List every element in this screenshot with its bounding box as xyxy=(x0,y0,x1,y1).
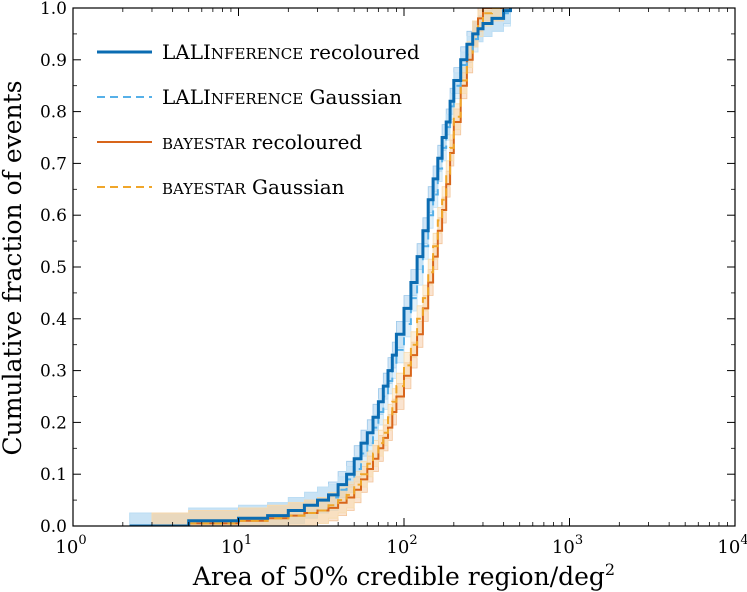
legend: LALINFERENCE recoloured LALINFERENCE Gaus… xyxy=(97,40,420,199)
y-tick-label: 0.4 xyxy=(40,310,67,330)
x-tick-label: 101 xyxy=(221,533,252,558)
x-tick-label: 103 xyxy=(552,533,583,558)
x-tick-label: 100 xyxy=(55,533,86,558)
x-tick-label: 104 xyxy=(717,533,747,558)
legend-label: BAYESTAR Gaussian xyxy=(162,175,345,199)
y-tick-label: 1.0 xyxy=(40,0,67,19)
x-axis-label: Area of 50% credible region/deg2 xyxy=(192,560,615,591)
legend-label: LALINFERENCE Gaussian xyxy=(162,85,402,109)
y-tick-label: 0.3 xyxy=(40,362,67,382)
y-tick-label: 0.6 xyxy=(40,206,67,226)
x-axis-ticks: 100 101 102 103 104 xyxy=(55,8,747,558)
y-tick-label: 0.0 xyxy=(40,517,67,537)
series-lines xyxy=(129,8,512,526)
y-tick-label: 0.2 xyxy=(40,413,67,433)
y-tick-label: 0.7 xyxy=(40,154,67,174)
y-axis-label: Cumulative fraction of events xyxy=(0,80,27,455)
line-lalinference-recoloured xyxy=(129,8,512,526)
y-tick-label: 0.8 xyxy=(40,103,67,123)
y-axis-ticks: 0.0 0.1 0.2 0.3 0.4 0.5 0.6 0.7 0.8 0.9 1.0 xyxy=(40,0,735,537)
line-bayestar-recoloured xyxy=(152,8,504,526)
y-tick-label: 0.1 xyxy=(40,465,67,485)
y-tick-label: 0.5 xyxy=(40,258,67,278)
y-tick-label: 0.9 xyxy=(40,51,67,71)
x-tick-label: 102 xyxy=(386,533,417,558)
legend-label: BAYESTAR recoloured xyxy=(162,130,362,154)
legend-label: LALINFERENCE recoloured xyxy=(162,40,420,64)
